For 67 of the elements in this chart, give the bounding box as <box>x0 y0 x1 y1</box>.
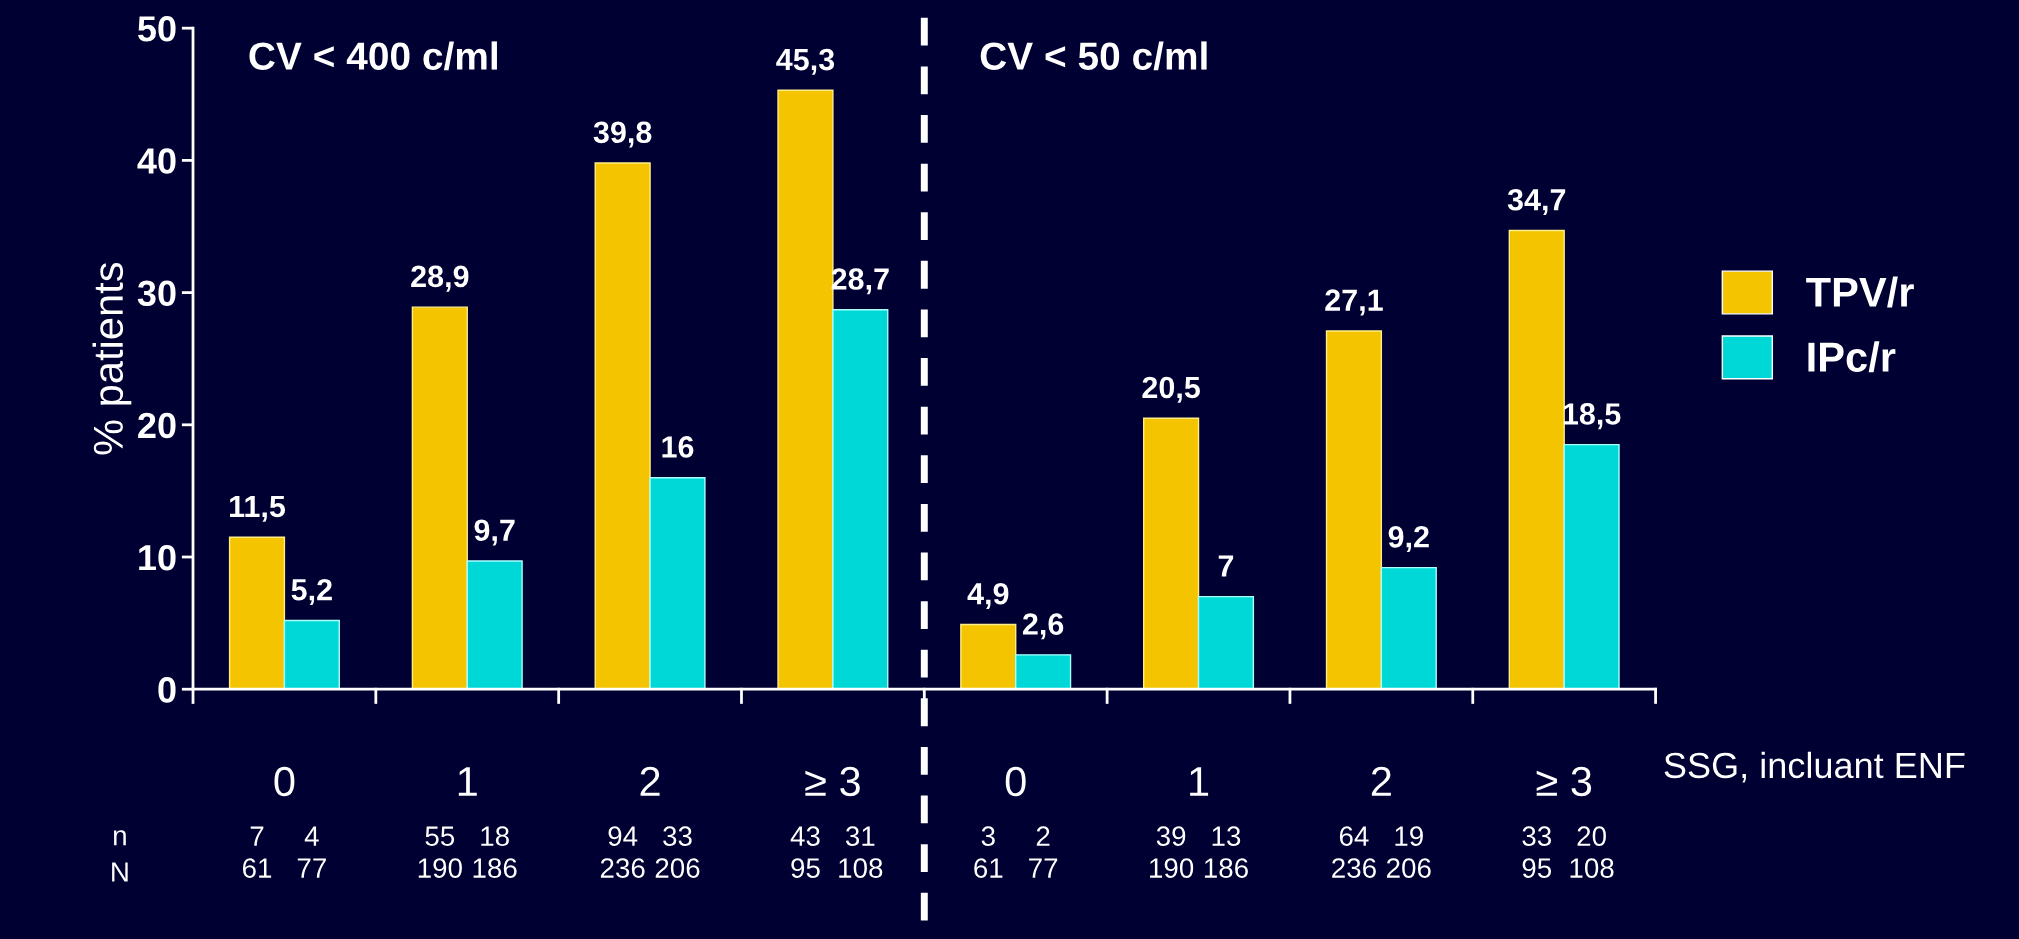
data-label: 9,7 <box>474 519 515 546</box>
bar <box>832 309 889 690</box>
annotation: CV < 50 c/ml <box>980 41 1207 71</box>
text: 64 236 <box>1332 826 1376 878</box>
text: 2 77 <box>1029 826 1058 878</box>
x-tick-label: 2 <box>1371 766 1391 796</box>
bar <box>1142 417 1200 690</box>
text: 55 190 <box>418 826 462 878</box>
y-axis-title: % patients <box>92 262 132 455</box>
text: 43 95 <box>790 826 820 878</box>
text: 31 108 <box>839 826 883 878</box>
text: 13 186 <box>1204 826 1248 878</box>
x-axis-title: SSG, incluant ENF <box>1664 751 1965 783</box>
bar <box>411 306 468 690</box>
bar <box>283 619 340 690</box>
legend-label: TPV/r <box>1806 276 1914 308</box>
text: 19 206 <box>1387 826 1431 878</box>
text: N <box>112 862 128 882</box>
x-tick-label: 1 <box>1190 767 1209 796</box>
x-tick-label: ≥ 3 <box>1536 766 1592 797</box>
x-tick-label: 0 <box>1005 766 1026 797</box>
bar <box>1508 229 1565 690</box>
legend-label: IPc/r <box>1808 341 1896 373</box>
data-label: 28,9 <box>411 265 469 292</box>
text: n <box>114 830 126 846</box>
y-tick-label: 40 <box>137 148 176 174</box>
text: 18 186 <box>473 826 517 878</box>
bar <box>466 560 523 690</box>
text: 94 236 <box>600 826 645 878</box>
bar <box>1380 566 1437 690</box>
y-tick-label: 10 <box>139 544 176 571</box>
text: 4 77 <box>297 826 326 878</box>
data-label: 7 <box>1218 555 1234 577</box>
data-label: 20,5 <box>1142 376 1200 403</box>
y-tick-label: 20 <box>138 412 176 439</box>
x-tick-label: 0 <box>274 766 295 797</box>
text: 7 61 <box>242 826 272 878</box>
bar <box>1015 654 1072 690</box>
data-label: 39,8 <box>593 121 652 148</box>
x-tick-label: ≥ 3 <box>805 766 860 797</box>
data-label: 11,5 <box>230 495 286 522</box>
x-tick-label: 2 <box>640 766 660 796</box>
data-label: 5,2 <box>291 578 332 605</box>
bar <box>594 162 651 690</box>
text: 33 95 <box>1522 826 1552 878</box>
bar <box>1325 330 1383 690</box>
y-tick-label: 30 <box>137 280 176 307</box>
bar <box>649 476 706 690</box>
data-label: 27,1 <box>1325 289 1383 316</box>
text: 33 206 <box>655 826 700 878</box>
data-label: 16 <box>662 436 694 458</box>
annotation: CV < 400 c/ml <box>249 41 497 71</box>
y-tick-label: 0 <box>158 677 176 703</box>
text: 39 190 <box>1150 826 1194 878</box>
text: 3 61 <box>974 826 1003 878</box>
data-label: 2,6 <box>1022 613 1064 640</box>
data-label: 45,3 <box>776 48 835 75</box>
data-label: 4,9 <box>967 582 1009 609</box>
bar <box>1563 443 1620 690</box>
bar <box>228 536 286 690</box>
data-label: 9,2 <box>1388 526 1429 553</box>
data-label: 34,7 <box>1507 188 1566 215</box>
bar <box>960 623 1017 690</box>
x-tick-label: 1 <box>458 767 477 796</box>
text: 20 108 <box>1570 826 1614 878</box>
bar <box>1197 595 1255 690</box>
y-tick-label: 50 <box>137 16 176 42</box>
